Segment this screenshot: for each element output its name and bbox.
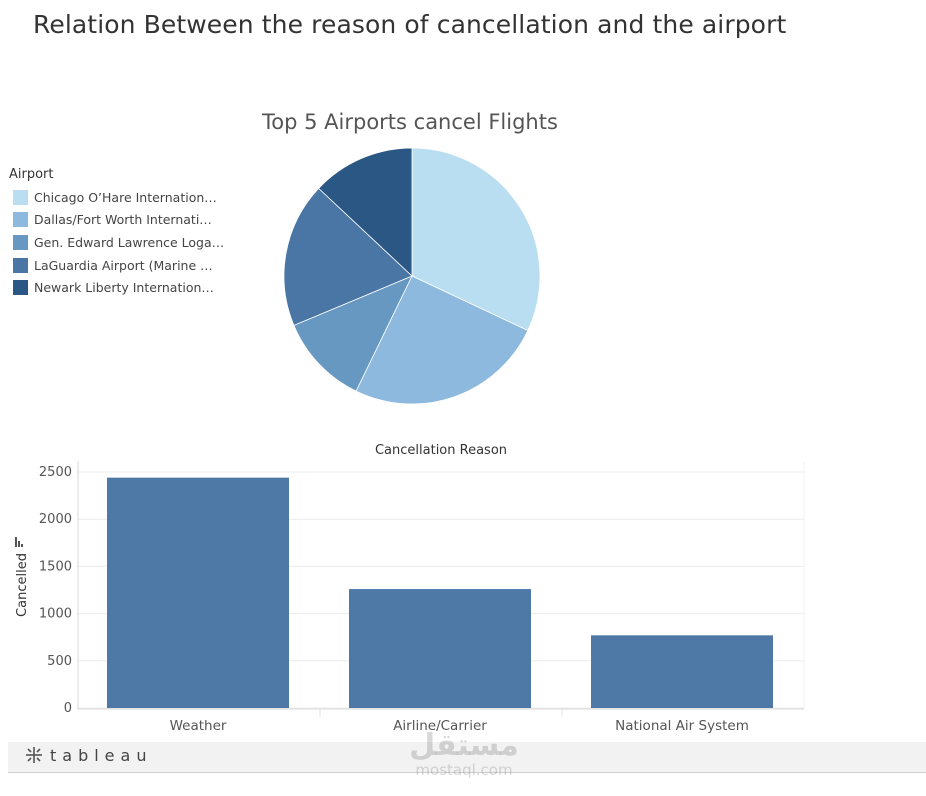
sort-icon[interactable] [15, 537, 23, 547]
legend-label: LaGuardia Airport (Marine … [34, 257, 213, 273]
legend-label: Dallas/Fort Worth Internati… [34, 212, 212, 228]
legend-item-logan[interactable]: Gen. Edward Lawrence Loga… [9, 231, 224, 254]
legend-swatch [13, 257, 28, 273]
y-tick-label: 500 [47, 654, 72, 669]
legend-item-dallas[interactable]: Dallas/Fort Worth Internati… [9, 209, 224, 232]
legend-label: Chicago O’Hare Internation… [34, 189, 217, 205]
legend-swatch [13, 189, 28, 205]
tableau-brand-text: tableau [50, 745, 153, 765]
legend-swatch [13, 280, 28, 296]
tableau-cross-icon [26, 747, 42, 763]
airport-legend: Airport Chicago O’Hare Internation… Dall… [9, 167, 224, 299]
pie-slice[interactable] [411, 147, 541, 332]
legend-label: Newark Liberty Internation… [34, 280, 214, 296]
tableau-logo[interactable]: tableau [24, 745, 152, 765]
pie-slice[interactable] [283, 187, 413, 326]
bar-chart-title: Cancellation Reason [375, 443, 507, 458]
y-tick-label: 1000 [39, 607, 72, 622]
bar[interactable] [591, 635, 773, 708]
bar[interactable] [107, 477, 289, 708]
pie-slice[interactable] [293, 275, 413, 392]
legend-label: Gen. Edward Lawrence Loga… [34, 234, 225, 250]
y-tick-label: 2500 [39, 465, 72, 480]
legend-item-newark[interactable]: Newark Liberty Internation… [9, 276, 224, 299]
y-axis-label: Cancelled [15, 553, 30, 617]
bar-chart: Cancellation Reason 0 500 1000 1500 2000 2500 C… [15, 443, 805, 734]
pie-chart [283, 147, 541, 405]
legend-swatch [13, 234, 28, 250]
legend-title: Airport [9, 167, 54, 182]
pie-chart-title: Top 5 Airports cancel Flights [262, 110, 558, 134]
pie-slice[interactable] [318, 147, 413, 277]
pie-slice[interactable] [355, 275, 529, 405]
tableau-footer: tableau [8, 742, 926, 773]
x-tick-label: Weather [170, 718, 227, 734]
x-tick-label: Airline/Carrier [393, 718, 487, 734]
dashboard-title: Relation Between the reason of cancellat… [33, 10, 787, 39]
bar[interactable] [349, 589, 531, 708]
y-tick-label: 1500 [39, 559, 72, 574]
legend-item-laguardia[interactable]: LaGuardia Airport (Marine … [9, 254, 224, 277]
x-tick-label: National Air System [615, 718, 749, 734]
y-tick-label: 0 [64, 701, 72, 716]
y-tick-label: 2000 [39, 512, 72, 527]
legend-swatch [13, 212, 28, 228]
legend-item-chicago[interactable]: Chicago O’Hare Internation… [9, 186, 224, 209]
